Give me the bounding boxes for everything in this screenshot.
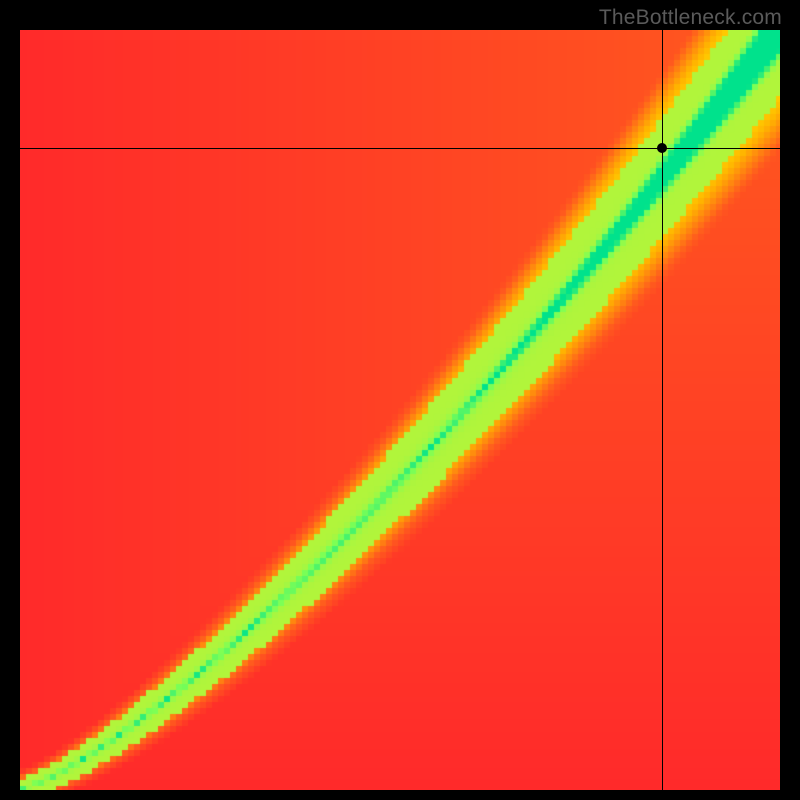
crosshair-marker [657,143,667,153]
watermark-text: TheBottleneck.com [599,6,782,30]
heatmap-plot [20,30,780,790]
